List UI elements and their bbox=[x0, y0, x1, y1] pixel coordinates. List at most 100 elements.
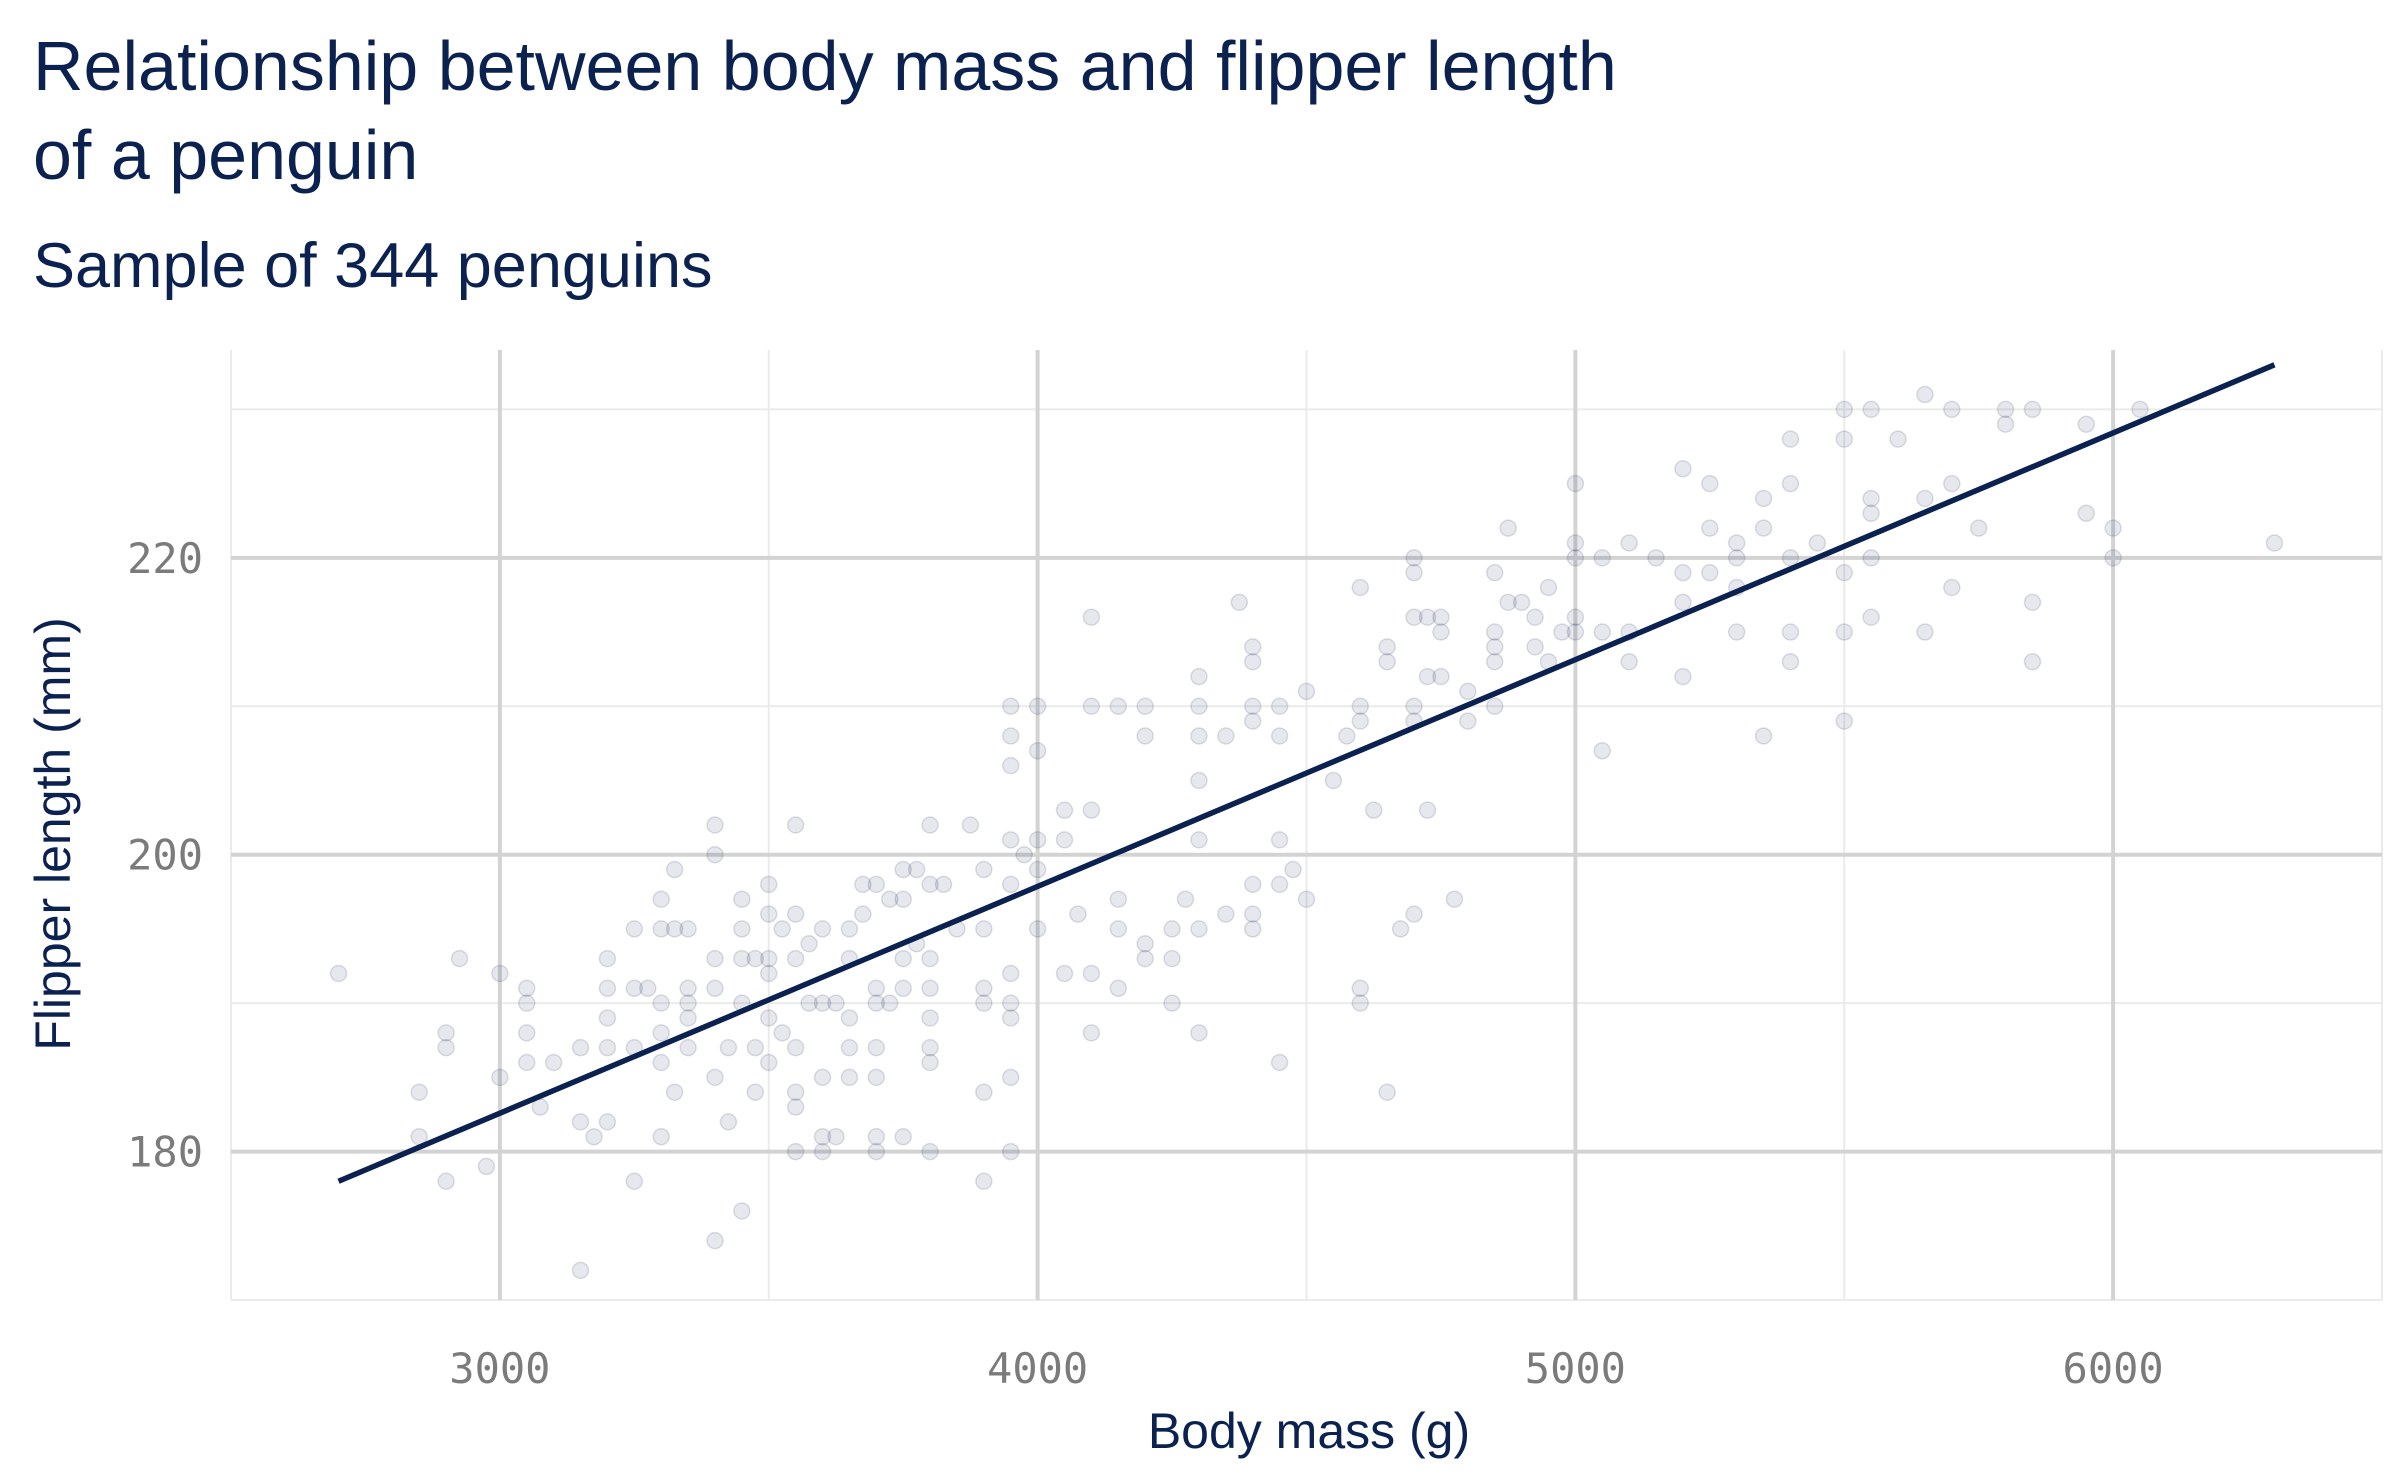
data-point bbox=[760, 905, 778, 923]
data-point bbox=[1217, 905, 1235, 923]
data-point bbox=[1916, 385, 1934, 404]
data-point bbox=[1432, 608, 1450, 626]
data-point bbox=[1069, 905, 1087, 923]
data-point bbox=[652, 1024, 670, 1042]
data-point bbox=[719, 1038, 738, 1057]
data-point bbox=[1405, 563, 1423, 582]
data-point bbox=[1485, 563, 1504, 582]
data-point bbox=[1674, 667, 1692, 686]
data-point bbox=[518, 979, 536, 998]
data-point bbox=[1109, 890, 1128, 908]
data-point bbox=[1351, 712, 1370, 730]
data-point bbox=[1163, 920, 1181, 938]
data-point bbox=[746, 949, 765, 968]
data-point bbox=[921, 1053, 939, 1072]
data-point bbox=[1270, 875, 1289, 894]
data-point bbox=[1270, 697, 1289, 715]
data-point bbox=[706, 845, 724, 864]
data-point bbox=[733, 920, 751, 938]
data-point bbox=[679, 1038, 697, 1057]
data-point bbox=[1001, 697, 1020, 715]
data-point bbox=[1001, 727, 1020, 745]
data-point bbox=[1566, 534, 1585, 552]
data-point bbox=[1459, 712, 1477, 730]
data-point bbox=[800, 935, 818, 953]
data-point bbox=[1028, 920, 1047, 938]
data-point bbox=[1647, 549, 1665, 567]
data-point bbox=[1418, 801, 1437, 819]
data-point bbox=[437, 1038, 455, 1057]
data-point bbox=[2104, 519, 2122, 537]
data-point bbox=[813, 1127, 832, 1146]
data-point bbox=[1338, 727, 1356, 745]
data-point bbox=[1835, 430, 1853, 448]
data-point bbox=[1916, 489, 1934, 508]
data-point bbox=[1620, 652, 1638, 671]
data-point bbox=[2023, 400, 2042, 419]
data-point bbox=[961, 816, 980, 834]
data-point bbox=[652, 890, 670, 908]
data-point bbox=[1028, 860, 1047, 879]
data-point bbox=[1284, 860, 1302, 879]
data-point bbox=[1190, 1024, 1208, 1042]
data-point bbox=[518, 1053, 536, 1072]
data-point bbox=[1270, 727, 1289, 745]
x-axis-title: Body mass (g) bbox=[1148, 1403, 1470, 1459]
data-point bbox=[786, 1038, 805, 1057]
data-point bbox=[786, 1083, 805, 1101]
data-point bbox=[827, 1127, 845, 1146]
data-point bbox=[813, 920, 832, 938]
data-point bbox=[679, 979, 697, 998]
data-point bbox=[1526, 638, 1544, 656]
data-point bbox=[1243, 697, 1262, 715]
data-point bbox=[854, 905, 872, 923]
data-point bbox=[571, 1113, 590, 1131]
data-point bbox=[733, 949, 751, 968]
data-point bbox=[625, 979, 644, 998]
data-point bbox=[1781, 652, 1800, 671]
data-point bbox=[1674, 563, 1692, 582]
data-point bbox=[1566, 623, 1585, 641]
data-point bbox=[639, 979, 657, 998]
trend-line-group bbox=[337, 362, 2276, 1184]
data-point bbox=[1889, 430, 1907, 448]
data-point bbox=[1243, 652, 1262, 671]
data-point bbox=[1015, 845, 1033, 864]
data-point bbox=[2077, 415, 2095, 433]
data-point bbox=[975, 994, 993, 1012]
data-point bbox=[1176, 890, 1195, 908]
trend-line bbox=[337, 362, 2276, 1184]
data-point bbox=[894, 1127, 912, 1146]
data-point bbox=[625, 920, 644, 938]
data-point bbox=[1418, 667, 1437, 686]
data-point bbox=[706, 949, 724, 968]
data-point bbox=[1835, 712, 1853, 730]
data-point bbox=[786, 1142, 805, 1161]
data-point bbox=[1028, 742, 1047, 760]
data-point bbox=[760, 1053, 778, 1072]
data-point bbox=[1553, 623, 1571, 641]
data-point bbox=[706, 1231, 724, 1250]
data-point bbox=[652, 1053, 670, 1072]
data-point bbox=[1217, 727, 1235, 745]
data-point bbox=[921, 1009, 939, 1027]
data-point bbox=[706, 816, 724, 834]
data-point bbox=[1862, 504, 1880, 523]
data-point bbox=[1485, 697, 1504, 715]
data-point bbox=[1351, 994, 1370, 1012]
data-point bbox=[786, 905, 805, 923]
data-point bbox=[571, 1038, 590, 1057]
data-point bbox=[921, 949, 939, 968]
data-point bbox=[719, 1113, 738, 1131]
data-point bbox=[786, 816, 805, 834]
data-point bbox=[786, 1098, 805, 1116]
data-point bbox=[1593, 549, 1612, 567]
data-point bbox=[1243, 875, 1262, 894]
data-point bbox=[598, 1038, 617, 1057]
data-point bbox=[733, 1202, 751, 1220]
data-point bbox=[1001, 831, 1020, 849]
data-point bbox=[437, 1024, 455, 1042]
data-point bbox=[975, 860, 993, 879]
data-point bbox=[1418, 608, 1437, 626]
